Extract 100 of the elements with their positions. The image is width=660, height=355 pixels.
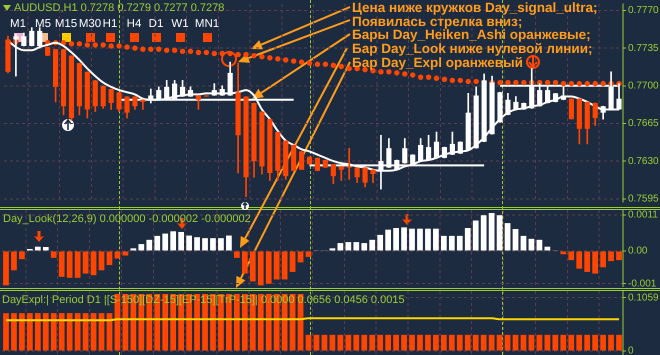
- bar: [385, 334, 391, 350]
- bar: [298, 251, 304, 262]
- bar: [202, 238, 208, 250]
- annotation: M1: [10, 18, 26, 30]
- bar: [90, 251, 96, 276]
- bar: [19, 251, 25, 260]
- bar: [186, 236, 192, 250]
- bar: [385, 230, 391, 250]
- bar: [456, 236, 463, 250]
- bar: [242, 251, 248, 274]
- bar: [50, 313, 57, 350]
- bar: [34, 313, 41, 350]
- bar: [154, 236, 160, 250]
- bar: [584, 334, 590, 350]
- annotation: Цена ниже кружков Day_signal_ultra;: [352, 0, 598, 15]
- bar: [178, 232, 184, 250]
- bar: [290, 251, 296, 272]
- annotation: H4: [126, 18, 142, 30]
- bar: [11, 251, 17, 270]
- bar: [448, 334, 455, 350]
- bar: [401, 334, 407, 350]
- bar: [472, 334, 479, 350]
- bar: [306, 334, 312, 350]
- bar: [98, 251, 104, 270]
- y-tick-label: 0.7595: [628, 194, 660, 205]
- bar: [512, 229, 518, 250]
- bar: [480, 334, 487, 350]
- bar: [66, 251, 73, 278]
- bar: [568, 251, 574, 260]
- bar: [448, 236, 455, 250]
- bar: [74, 251, 80, 278]
- bar: [369, 240, 376, 250]
- bar: [361, 334, 368, 350]
- bar: [417, 334, 423, 350]
- bar: [58, 251, 65, 277]
- bar: [234, 251, 240, 258]
- bar: [34, 246, 41, 250]
- bar: [42, 313, 49, 350]
- y-tick-label: 0.7770: [628, 5, 660, 16]
- bar: [66, 313, 73, 350]
- annotation: M5: [35, 18, 51, 30]
- bar: [616, 251, 622, 260]
- bar: [464, 334, 471, 350]
- bar: [536, 334, 542, 350]
- bar: [544, 334, 550, 350]
- bar: [464, 228, 471, 250]
- bar: [433, 228, 439, 250]
- y-tick-label: 0.7665: [628, 118, 660, 130]
- bar: [592, 251, 598, 274]
- bar: [306, 251, 312, 257]
- bar: [544, 246, 550, 250]
- bar: [162, 234, 168, 250]
- bar: [82, 251, 88, 274]
- bar: [488, 334, 494, 350]
- annotation: H1: [102, 18, 118, 30]
- bar: [338, 334, 344, 350]
- bar: [504, 334, 510, 350]
- bar: [600, 251, 606, 268]
- annotation: MN1: [194, 18, 220, 30]
- bar: [472, 220, 479, 250]
- bar: [488, 212, 494, 250]
- bar: [361, 243, 368, 250]
- bar: [409, 334, 415, 350]
- bar: [314, 334, 320, 350]
- bar: [282, 251, 288, 280]
- bar: [520, 236, 526, 250]
- bar: [27, 313, 33, 350]
- annotation: M30: [78, 18, 102, 30]
- bar: [3, 313, 9, 350]
- bar: [576, 251, 582, 269]
- bar: [19, 313, 25, 350]
- bar: [50, 251, 57, 258]
- y-tick-label: 0.7630: [628, 156, 660, 167]
- y-tick-label: 0.7700: [628, 80, 660, 92]
- bar: [520, 334, 526, 350]
- bar: [218, 238, 224, 250]
- chart-title: AUDUSD,H1 0.7278 0.7279 0.7277 0.7278: [14, 2, 224, 14]
- bar: [210, 238, 216, 250]
- bar: [393, 228, 399, 250]
- bar: [409, 228, 415, 250]
- bar: [441, 334, 447, 350]
- bar: [425, 228, 431, 250]
- bar: [560, 334, 566, 350]
- bar: [616, 334, 622, 350]
- bar: [122, 251, 128, 256]
- annotation: Бар Day_Look ниже нулевой линии;: [352, 41, 593, 56]
- bar: [194, 237, 200, 250]
- y-tick-label: 0.0011: [628, 210, 658, 221]
- bar: [266, 251, 272, 284]
- annotation: W1: [171, 18, 189, 30]
- annotation: Появилась стрелка вниз;: [352, 14, 522, 28]
- bar: [528, 238, 534, 250]
- bar: [58, 313, 65, 350]
- bar: [330, 334, 336, 350]
- y-tick-label: -0.001: [628, 278, 657, 290]
- bar: [568, 334, 574, 350]
- bar: [274, 251, 280, 280]
- y-tick-label: 0.7735: [628, 42, 660, 54]
- y-tick-label: 0.00: [628, 246, 648, 257]
- bar: [480, 215, 487, 250]
